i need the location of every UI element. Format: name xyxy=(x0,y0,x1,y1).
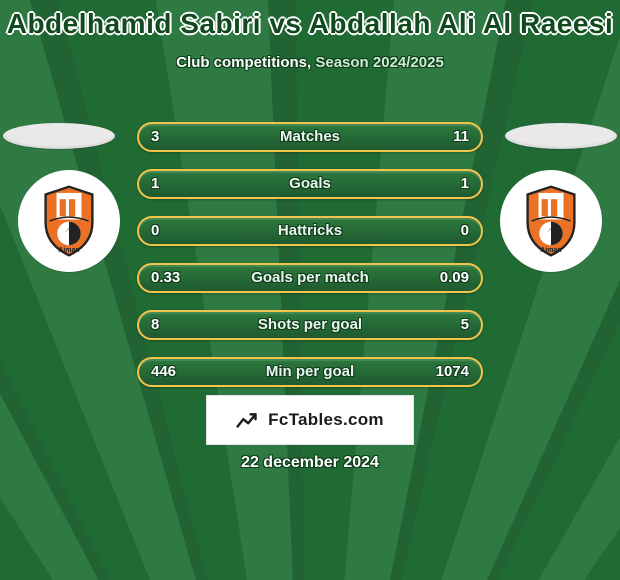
stat-label: Min per goal xyxy=(139,363,481,380)
wordmark: FcTables.com xyxy=(206,395,414,445)
stat-label: Goals per match xyxy=(139,269,481,286)
stat-row-goals: 1 Goals 1 xyxy=(137,169,483,199)
stat-label: Shots per goal xyxy=(139,316,481,333)
svg-text:Ajman: Ajman xyxy=(58,247,79,254)
comparison-subtitle: Club competitions, Season 2024/2025 xyxy=(0,54,620,71)
player-left-club-badge: Ajman xyxy=(18,170,120,272)
stat-right-value: 0 xyxy=(461,222,469,239)
stat-label: Matches xyxy=(139,128,481,145)
ajman-badge-icon: Ajman xyxy=(512,182,590,260)
comparison-card: Abdelhamid Sabiri vs Abdallah Ali Al Rae… xyxy=(0,0,620,580)
stat-right-value: 1 xyxy=(461,175,469,192)
stat-label: Hattricks xyxy=(139,222,481,239)
stat-right-value: 1074 xyxy=(436,363,469,380)
player-right-photo xyxy=(505,123,617,149)
stat-right-value: 5 xyxy=(461,316,469,333)
subtitle-prefix: Club competitions, xyxy=(176,54,315,71)
fctables-logo-icon xyxy=(236,409,262,431)
comparison-title: Abdelhamid Sabiri vs Abdallah Ali Al Rae… xyxy=(0,0,620,40)
stat-row-hattricks: 0 Hattricks 0 xyxy=(137,216,483,246)
stat-row-goals-per-match: 0.33 Goals per match 0.09 xyxy=(137,263,483,293)
stat-right-value: 11 xyxy=(453,128,469,145)
svg-text:Ajman: Ajman xyxy=(540,247,561,254)
stat-label: Goals xyxy=(139,175,481,192)
stat-row-matches: 3 Matches 11 xyxy=(137,122,483,152)
player-left-photo xyxy=(3,123,115,149)
stat-bars: 3 Matches 11 1 Goals 1 0 Hattricks 0 0.3… xyxy=(137,122,483,404)
stat-row-shots-per-goal: 8 Shots per goal 5 xyxy=(137,310,483,340)
wordmark-text: FcTables.com xyxy=(268,410,384,430)
ajman-badge-icon: Ajman xyxy=(30,182,108,260)
subtitle-season: Season 2024/2025 xyxy=(315,54,443,71)
generated-date: 22 december 2024 xyxy=(0,454,620,472)
stat-row-min-per-goal: 446 Min per goal 1074 xyxy=(137,357,483,387)
player-right-club-badge: Ajman xyxy=(500,170,602,272)
stat-right-value: 0.09 xyxy=(440,269,469,286)
